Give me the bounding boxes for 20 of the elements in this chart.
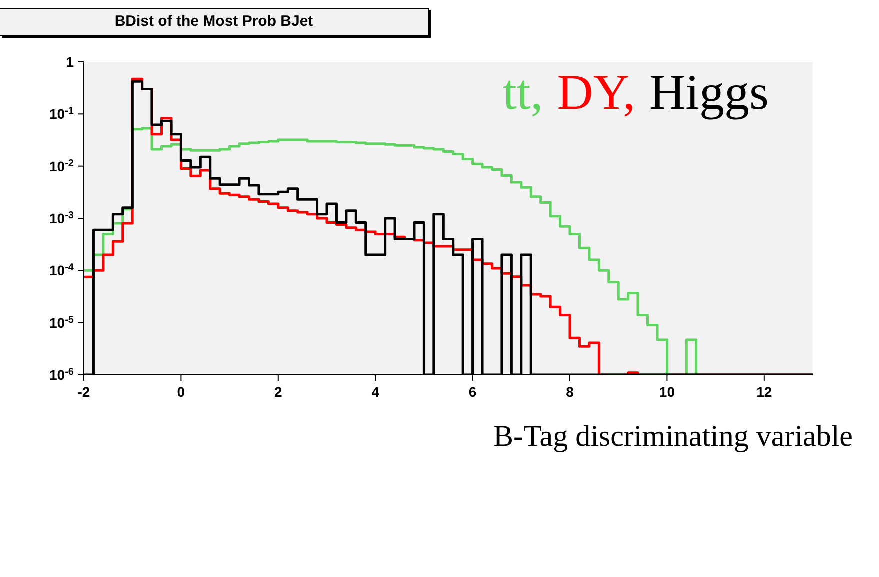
x-tick-label: -2 <box>78 384 90 400</box>
text: DY, <box>557 64 636 120</box>
x-tick-label: 6 <box>468 384 477 400</box>
y-tick-label: 10$^{-2}$ <box>50 158 74 174</box>
x-tick-label: 12 <box>756 384 772 400</box>
y-tick-label: 10$^{-4}$ <box>50 262 74 279</box>
chart-title: BDist of the Most Prob BJet <box>0 8 429 36</box>
series-label: tt, <box>502 64 544 120</box>
x-tick-label: 2 <box>274 384 282 400</box>
x-tick-label: 10 <box>659 384 676 400</box>
text: Higgs <box>650 64 769 120</box>
x-tick-label: 0 <box>177 384 186 400</box>
x-tick-label: 4 <box>372 384 380 400</box>
x-axis-title: B-Tag discriminating variable <box>494 420 853 453</box>
y-tick-label: 1 <box>66 54 74 70</box>
x-tick-label: 8 <box>566 384 574 400</box>
y-tick-label: 10$^{-5}$ <box>50 314 74 331</box>
y-tick-label: 10$^{-6}$ <box>50 366 74 383</box>
y-tick-label: 10$^{-3}$ <box>50 210 74 226</box>
y-tick-label: 10$^{-1}$ <box>50 106 74 122</box>
